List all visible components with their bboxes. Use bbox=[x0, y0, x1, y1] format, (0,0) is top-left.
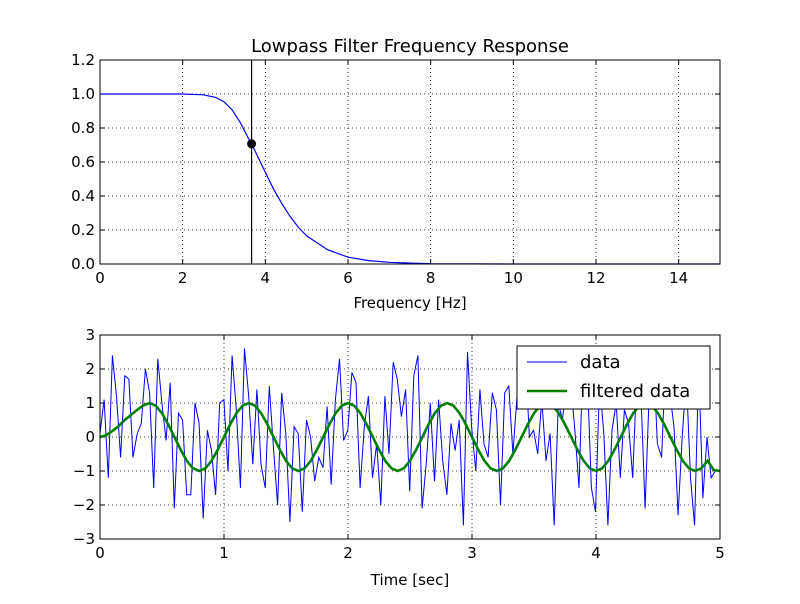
x-tick-label: 14 bbox=[669, 269, 688, 287]
x-tick-label: 2 bbox=[178, 269, 188, 287]
filtered-data-line bbox=[99, 401, 721, 473]
y-tick-label: 0.0 bbox=[71, 255, 95, 273]
y-tick-label: 0.2 bbox=[71, 221, 95, 239]
y-tick-label: 0.4 bbox=[71, 187, 95, 205]
x-tick-label: 4 bbox=[261, 269, 271, 287]
x-tick-label: 0 bbox=[95, 544, 105, 562]
x-tick-label: 1 bbox=[219, 544, 229, 562]
x-axis-label: Frequency [Hz] bbox=[353, 294, 466, 312]
x-tick-label: 2 bbox=[343, 544, 353, 562]
series-layer bbox=[99, 348, 721, 526]
grid bbox=[100, 60, 720, 264]
y-tick-label: 1.2 bbox=[71, 51, 95, 69]
y-tick-label: 2 bbox=[85, 360, 95, 378]
x-tick-label: 6 bbox=[343, 269, 353, 287]
y-tick-label: 3 bbox=[85, 326, 95, 344]
y-tick-label: 0.6 bbox=[71, 153, 95, 171]
x-tick-label: 10 bbox=[504, 269, 523, 287]
x-tick-label: 5 bbox=[715, 544, 725, 562]
y-tick-label: −3 bbox=[73, 530, 95, 548]
frequency-response-line bbox=[100, 93, 720, 265]
raw-data-line bbox=[99, 348, 716, 526]
x-tick-label: 0 bbox=[95, 269, 105, 287]
frequency-response-plot: Lowpass Filter Frequency Response Freque… bbox=[71, 36, 721, 312]
cutoff-point-marker bbox=[247, 139, 257, 149]
plot-frame bbox=[99, 334, 721, 540]
x-tick-label: 12 bbox=[586, 269, 605, 287]
axis-ticks: 0 1 2 3 4 5 −3 −2 −1 0 1 2 3 bbox=[73, 326, 725, 562]
x-axis-label: Time [sec] bbox=[370, 571, 449, 589]
y-tick-label: 1 bbox=[85, 394, 95, 412]
legend: data filtered data bbox=[516, 345, 711, 410]
chart-title: Lowpass Filter Frequency Response bbox=[251, 36, 569, 57]
legend-box bbox=[516, 345, 711, 410]
x-tick-label: 8 bbox=[426, 269, 436, 287]
y-tick-label: 1.0 bbox=[71, 85, 95, 103]
legend-label-data: data bbox=[580, 352, 621, 373]
axis-ticks: 0 2 4 6 8 10 12 14 0.0 0.2 0.4 0.6 0.8 1.0 1.2 bbox=[71, 51, 720, 287]
filtered-signal-plot: Time [sec] 0 1 2 3 4 5 −3 −2 −1 0 1 2 3 data filtere… bbox=[73, 326, 725, 589]
x-tick-label: 4 bbox=[591, 544, 601, 562]
y-tick-label: 0.8 bbox=[71, 119, 95, 137]
y-tick-label: −1 bbox=[73, 462, 95, 480]
plot-frame bbox=[99, 59, 721, 265]
y-tick-label: −2 bbox=[73, 496, 95, 514]
y-tick-label: 0 bbox=[85, 428, 95, 446]
legend-label-filtered-data: filtered data bbox=[580, 381, 690, 402]
x-tick-label: 3 bbox=[467, 544, 477, 562]
